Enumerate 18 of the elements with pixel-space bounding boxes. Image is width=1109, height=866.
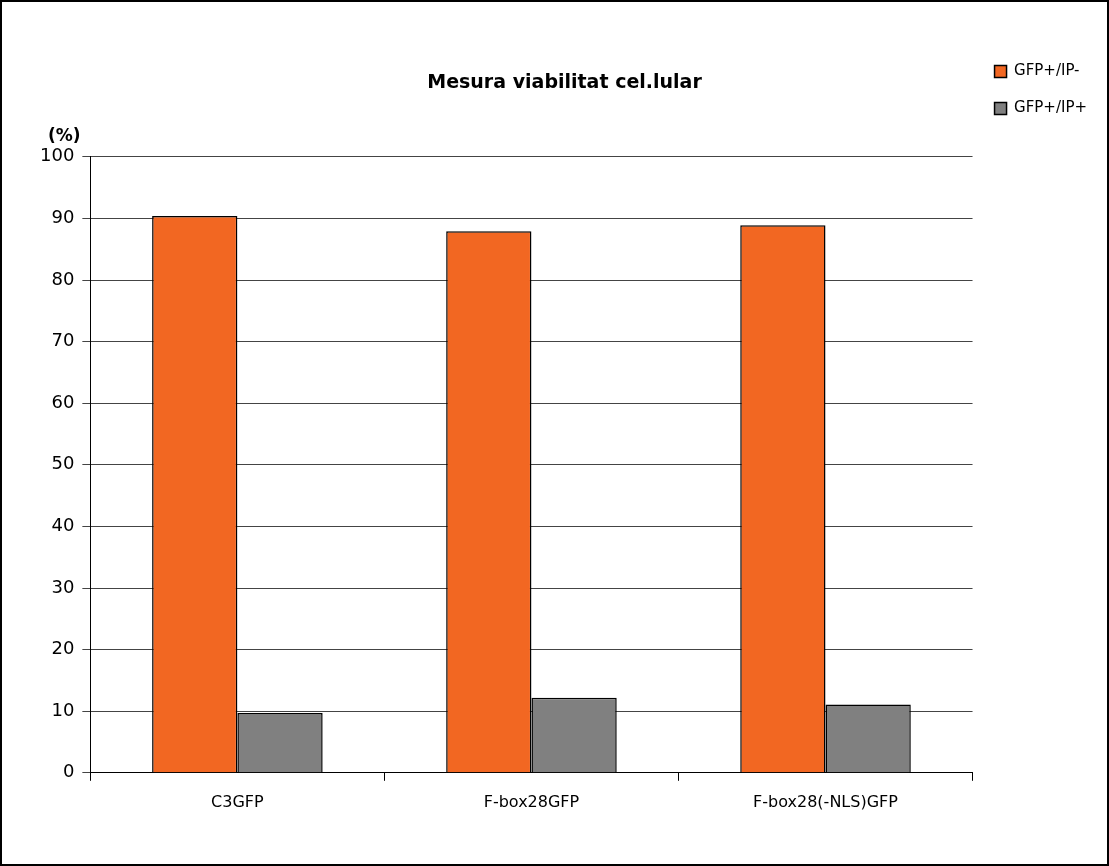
x-tick-label: F-box28GFP [483,791,580,811]
y-tick-label: 0 [62,760,75,782]
y-tick-label: 40 [51,514,75,536]
y-tick-label: 30 [51,575,75,597]
x-tick-label: F-box28(-NLS)GFP [753,791,899,811]
chart-title: Mesura viabilitat cel.lular [427,70,703,93]
y-tick-label: 70 [51,329,75,351]
y-tick-label: 50 [51,452,75,474]
y-tick-label: 10 [51,698,75,720]
legend-label: GFP+/IP- [1014,61,1080,80]
y-tick-label: 20 [51,637,75,659]
y-tick-label: 90 [51,206,75,228]
legend-label: GFP+/IP+ [1014,98,1088,117]
y-tick-label: 60 [51,390,75,412]
y-tick-label: 100 [40,144,75,166]
y-tick-label: 80 [51,267,75,289]
x-tick-label: C3GFP [211,791,265,811]
y-axis-title: (%) [48,124,81,145]
